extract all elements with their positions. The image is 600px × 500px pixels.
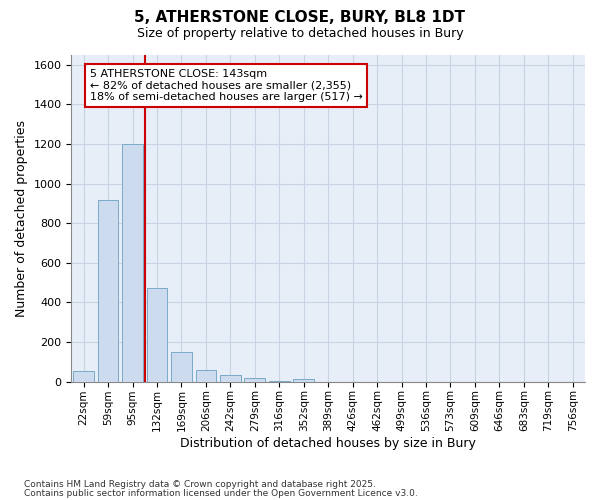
Bar — [122, 144, 143, 382]
Text: 5 ATHERSTONE CLOSE: 143sqm
← 82% of detached houses are smaller (2,355)
18% of s: 5 ATHERSTONE CLOSE: 143sqm ← 82% of deta… — [90, 69, 362, 102]
Text: Size of property relative to detached houses in Bury: Size of property relative to detached ho… — [137, 28, 463, 40]
Bar — [171, 352, 192, 382]
Text: 5, ATHERSTONE CLOSE, BURY, BL8 1DT: 5, ATHERSTONE CLOSE, BURY, BL8 1DT — [134, 10, 466, 25]
Bar — [98, 200, 118, 382]
Bar — [293, 378, 314, 382]
Text: Contains public sector information licensed under the Open Government Licence v3: Contains public sector information licen… — [24, 488, 418, 498]
Bar — [220, 375, 241, 382]
Y-axis label: Number of detached properties: Number of detached properties — [15, 120, 28, 317]
Text: Contains HM Land Registry data © Crown copyright and database right 2025.: Contains HM Land Registry data © Crown c… — [24, 480, 376, 489]
Bar — [73, 371, 94, 382]
Bar — [269, 380, 290, 382]
Bar — [146, 288, 167, 382]
Bar — [244, 378, 265, 382]
X-axis label: Distribution of detached houses by size in Bury: Distribution of detached houses by size … — [180, 437, 476, 450]
Bar — [196, 370, 217, 382]
